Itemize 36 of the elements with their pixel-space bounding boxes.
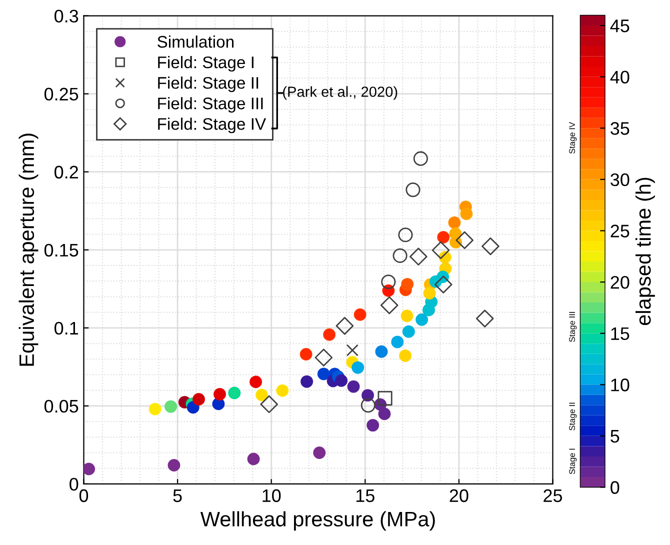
x-tick-label: 25 xyxy=(544,489,562,502)
text: Stage I xyxy=(569,448,577,474)
text: Stage IV xyxy=(569,122,577,154)
y-axis-title: Equivalent aperture (mm) xyxy=(18,134,38,366)
x-axis-title: Wellhead pressure (MPa) xyxy=(200,511,435,531)
y-tick-label: 0.05 xyxy=(44,400,78,413)
color-bar-label: 20 xyxy=(610,276,630,289)
color-bar-label: 40 xyxy=(610,70,630,84)
color-bar-label: 15 xyxy=(611,327,630,340)
legend-label: Field: Stage III xyxy=(158,97,263,113)
x-tick-label: 15 xyxy=(356,489,374,502)
legend-label: Simulation xyxy=(158,35,234,48)
y-tick-label: 0.25 xyxy=(44,88,78,101)
color-bar-label: 0 xyxy=(610,481,620,494)
legend-label: Field: Stage II xyxy=(158,76,258,92)
y-tick-label: 0.2 xyxy=(54,166,78,179)
color-bar-label: 5 xyxy=(610,430,620,443)
color-bar-label: 45 xyxy=(610,20,630,32)
color-bar-label: 10 xyxy=(611,378,630,392)
text: Stage II xyxy=(569,402,577,430)
y-tick-label: 0.3 xyxy=(54,10,78,23)
y-tick-label: 0 xyxy=(70,478,78,491)
color-bar-title: elapsed time (h) xyxy=(636,178,655,326)
x-tick-label: 10 xyxy=(262,489,281,502)
text: Stage III xyxy=(569,312,577,342)
y-tick-label: 0.15 xyxy=(44,244,78,257)
legend-label: Field: Stage I xyxy=(158,56,254,72)
color-bar-label: 30 xyxy=(610,173,630,186)
x-tick-label: 0 xyxy=(79,489,88,502)
legend-label: Field: Stage IV xyxy=(158,118,266,134)
annotation: (Park et al., 2020) xyxy=(283,86,398,100)
color-bar-label: 35 xyxy=(610,122,630,135)
x-tick-label: 20 xyxy=(450,489,468,502)
color-bar-label: 25 xyxy=(610,224,630,238)
x-tick-label: 5 xyxy=(173,489,182,502)
y-tick-label: 0.1 xyxy=(54,322,78,335)
